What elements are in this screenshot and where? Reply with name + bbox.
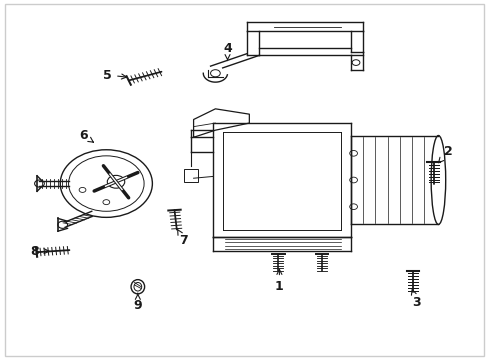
Text: 5: 5 <box>103 68 126 81</box>
Bar <box>184 169 198 182</box>
Text: 8: 8 <box>31 245 49 258</box>
Text: 6: 6 <box>79 129 93 142</box>
Text: 7: 7 <box>177 229 188 247</box>
Text: 1: 1 <box>274 269 283 293</box>
Text: 4: 4 <box>223 42 231 60</box>
Text: 9: 9 <box>133 293 142 312</box>
Text: 2: 2 <box>438 145 451 163</box>
Text: 3: 3 <box>410 290 420 309</box>
